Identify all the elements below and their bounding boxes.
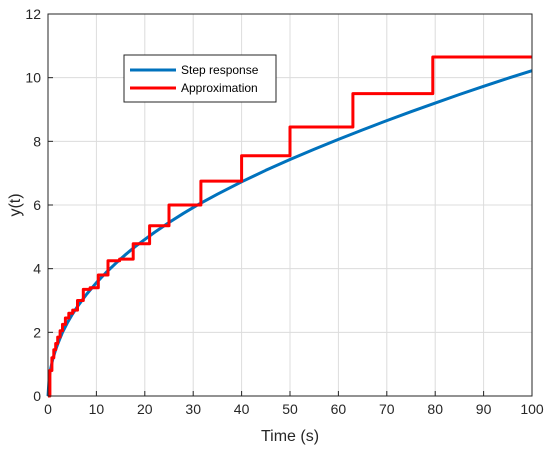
y-tick-label: 12: [25, 6, 41, 22]
x-tick-label: 50: [282, 401, 298, 417]
grid: [47, 13, 533, 397]
x-axis-label: Time (s): [261, 428, 319, 445]
x-tick-label: 70: [379, 401, 395, 417]
y-tick-label: 4: [33, 261, 41, 277]
y-tick-label: 10: [25, 70, 41, 86]
series-layer: [46, 55, 533, 398]
x-tick-label: 10: [89, 401, 105, 417]
legend-box: [123, 54, 277, 103]
legend: Step response Approximation: [123, 54, 277, 103]
y-tick-label: 0: [33, 388, 41, 404]
y-axis-ticks: 0 2 4 6 8 10 12: [25, 6, 53, 404]
y-tick-label: 6: [33, 197, 41, 213]
y-axis-label: y(t): [7, 193, 24, 216]
y-tick-label: 2: [33, 324, 41, 340]
series-line-approximation: [48, 55, 532, 398]
x-tick-label: 40: [234, 401, 250, 417]
x-tick-label: 20: [137, 401, 153, 417]
x-axis-ticks: 0 10 20 30 40 50 60 70 80 90 100: [44, 391, 544, 417]
x-tick-label: 30: [185, 401, 201, 417]
y-tick-label: 8: [33, 133, 41, 149]
x-tick-label: 90: [476, 401, 492, 417]
legend-label-step-response: Step response: [181, 63, 259, 77]
x-tick-label: 0: [44, 401, 52, 417]
x-tick-label: 60: [331, 401, 347, 417]
x-tick-label: 80: [427, 401, 443, 417]
x-tick-label: 100: [520, 401, 544, 417]
legend-label-approximation: Approximation: [181, 81, 258, 95]
